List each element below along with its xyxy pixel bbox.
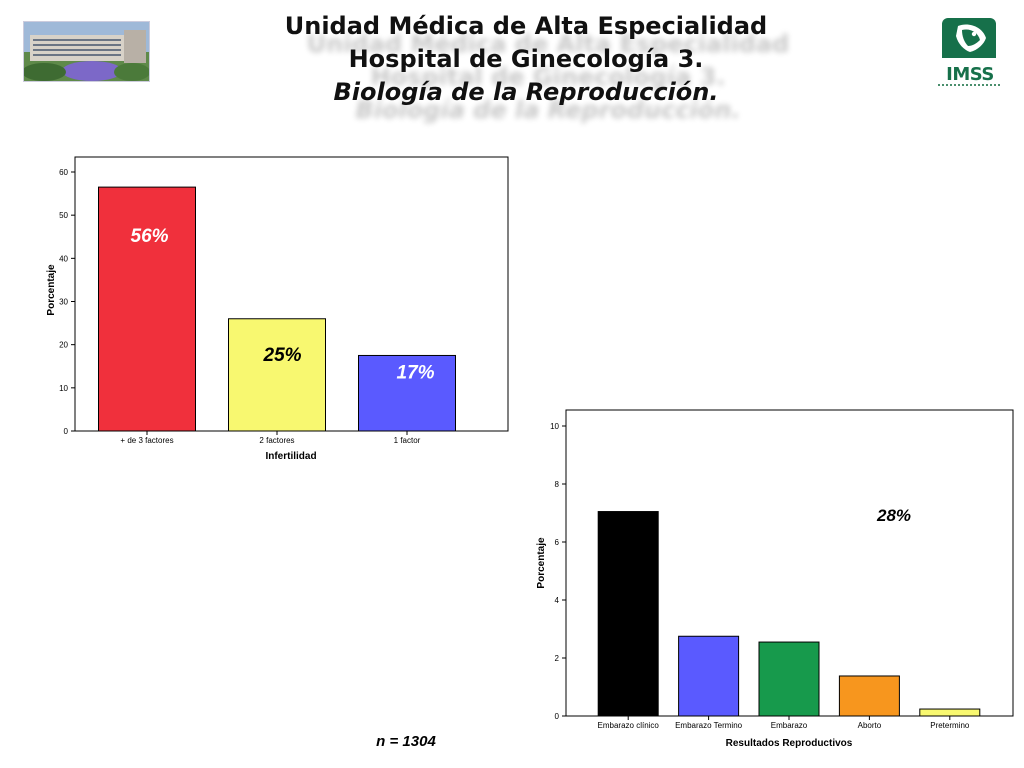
- x-tick-label: Embarazo Termino: [675, 721, 743, 730]
- y-tick-label: 10: [550, 422, 559, 431]
- bar-0: [597, 511, 659, 717]
- bar-1: [678, 635, 740, 717]
- y-tick-label: 10: [59, 384, 68, 393]
- bar-3: [838, 675, 900, 717]
- title-line-3: Biología de la Reproducción.: [333, 78, 719, 106]
- imss-eagle-emblem-icon: [942, 18, 996, 58]
- x-tick-label: 2 factores: [259, 436, 294, 445]
- y-tick-label: 60: [59, 168, 68, 177]
- y-tick-label: 40: [59, 254, 68, 263]
- y-tick-label: 50: [59, 211, 68, 220]
- y-tick-label: 4: [555, 596, 560, 605]
- data-label: 17%: [397, 362, 435, 383]
- bar-2: [758, 641, 820, 717]
- y-axis-title: Porcentaje: [46, 264, 57, 316]
- data-label: 25%: [263, 345, 302, 366]
- bar-1: [228, 318, 326, 432]
- bar-2: [358, 354, 456, 432]
- data-label: 56%: [131, 226, 169, 247]
- annotation-label: 28%: [876, 506, 911, 525]
- x-axis-title: Infertilidad: [265, 451, 316, 462]
- imss-tagline: [938, 84, 1002, 86]
- x-tick-label: Embarazo: [771, 721, 808, 730]
- x-tick-label: Pretermino: [930, 721, 970, 730]
- sample-size-label: n = 1304: [376, 733, 436, 750]
- y-axis-title: Porcentaje: [536, 537, 547, 589]
- x-tick-label: Embarazo clínico: [598, 721, 660, 730]
- y-tick-label: 30: [59, 298, 68, 307]
- y-tick-label: 0: [64, 427, 69, 436]
- title-line-1: Unidad Médica de Alta Especialidad: [284, 12, 768, 40]
- bar-0: [98, 186, 196, 432]
- y-tick-label: 0: [555, 712, 560, 721]
- y-tick-label: 8: [555, 480, 560, 489]
- x-tick-label: Aborto: [858, 721, 882, 730]
- y-tick-label: 6: [555, 538, 560, 547]
- x-tick-label: + de 3 factores: [120, 436, 173, 445]
- slide-title: Unidad Médica de Alta Especialidad Hospi…: [200, 10, 852, 109]
- x-tick-label: 1 factor: [394, 436, 421, 445]
- y-tick-label: 20: [59, 341, 68, 350]
- y-tick-label: 2: [555, 654, 560, 663]
- imss-logo-text: IMSS: [946, 64, 994, 85]
- x-axis-title: Resultados Reproductivos: [726, 738, 853, 749]
- bar-4: [919, 708, 981, 717]
- hospital-building-photo: [23, 21, 150, 82]
- title-line-2: Hospital de Ginecología 3.: [348, 45, 704, 73]
